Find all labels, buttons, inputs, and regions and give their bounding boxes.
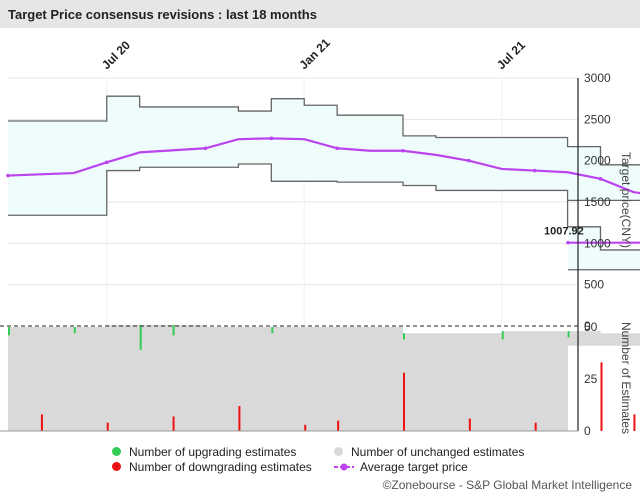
average-line-icon [334, 463, 354, 471]
estimates-bars [8, 324, 640, 431]
average-point [269, 136, 274, 141]
downgrade-bar [403, 372, 405, 431]
legend-unchanged: Number of unchanged estimates [334, 445, 524, 459]
title-bar: Target Price consensus revisions : last … [0, 0, 640, 28]
unchanged-estimates-area [8, 324, 640, 431]
downgrade-bar [238, 406, 241, 431]
top-y-axis-title: Target price(CNY) [619, 152, 633, 248]
upgrade-bar [271, 327, 274, 334]
ytick-label-3000: 3000 [584, 71, 611, 85]
ytick-label-500: 500 [584, 278, 604, 292]
xtick-label-2: Jul 21 [494, 38, 528, 72]
downgrade-bar [534, 422, 537, 431]
upgrade-bar [73, 327, 76, 334]
upgrade-bar [501, 331, 504, 340]
average-point [104, 160, 109, 165]
upgrade-bar [139, 324, 142, 350]
legend-downgrading: Number of downgrading estimates [112, 460, 312, 474]
low-target-line [8, 163, 640, 271]
ytick-label-2000: 2000 [584, 154, 611, 168]
downgrade-bar [633, 414, 636, 431]
legend-average: Average target price [334, 460, 468, 474]
axes [0, 78, 579, 432]
xtick-label-0: Jul 20 [99, 38, 133, 72]
average-point [467, 158, 471, 163]
average-point [401, 148, 405, 153]
upgrade-bar [8, 327, 10, 336]
average-point [335, 146, 339, 151]
xtick-label-1: Jan 21 [296, 36, 333, 73]
upgrade-bar [567, 331, 570, 338]
average-target-line [7, 137, 640, 244]
ytick-label-1500: 1500 [584, 195, 611, 209]
copyright: ©Zonebourse - S&P Global Market Intellig… [382, 478, 632, 492]
ytick-label-2500: 2500 [584, 112, 611, 126]
downgrade-bar [172, 416, 175, 431]
average-point [6, 173, 10, 178]
chart-title: Target Price consensus revisions : last … [8, 7, 317, 22]
downgrade-bar [40, 414, 43, 431]
bottom-ytick-label-0: 0 [584, 424, 591, 438]
downgrade-bar [337, 420, 340, 431]
last-value-label: 1007.92 [544, 226, 584, 238]
upgrade-bar [403, 333, 405, 340]
downgrade-bar [304, 424, 307, 431]
average-point [566, 240, 570, 245]
downgrade-bar [106, 422, 109, 431]
ytick-label-0: 0 [584, 319, 591, 333]
high-target-line [8, 95, 640, 201]
average-point [598, 177, 603, 181]
downgrade-dot-icon [112, 462, 121, 472]
average-point [532, 168, 537, 173]
average-point [203, 146, 208, 151]
bottom-ytick-label-50: 50 [584, 320, 598, 334]
target-range-band [6, 95, 640, 271]
unchanged-dot-icon [334, 447, 343, 457]
bottom-y-axis-title: Number of Estimates [619, 322, 633, 434]
bottom-ytick-label-25: 25 [584, 372, 598, 386]
legend-upgrading: Number of upgrading estimates [112, 445, 296, 459]
upgrade-dot-icon [112, 447, 121, 457]
upgrade-bar [172, 324, 175, 336]
downgrade-bar [600, 362, 603, 431]
ytick-label-1000: 1000 [584, 236, 611, 250]
downgrade-bar [468, 418, 471, 431]
range-band-fill [8, 96, 640, 270]
